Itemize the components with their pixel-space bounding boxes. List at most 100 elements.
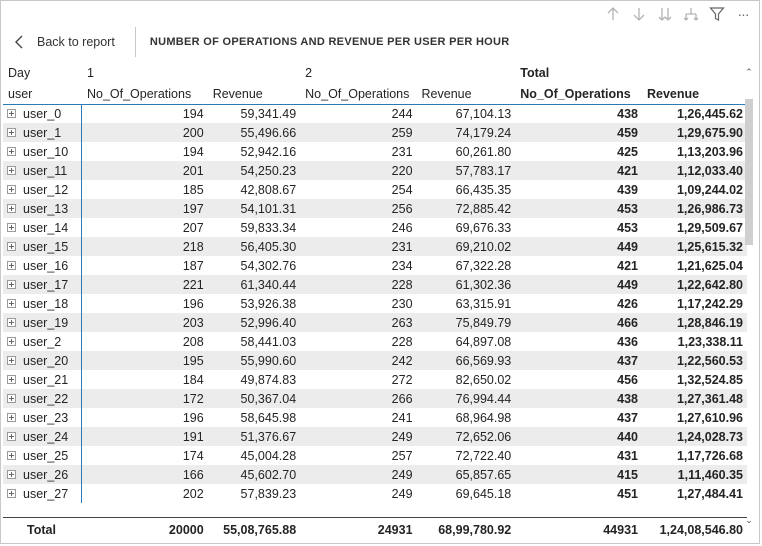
- back-to-report-button[interactable]: Back to report: [13, 27, 115, 57]
- filter-icon[interactable]: [707, 4, 727, 24]
- value-cell: 230: [391, 296, 413, 311]
- row-header-user[interactable]: user_23: [3, 408, 83, 427]
- value-cell: 57,783.17: [416, 161, 516, 180]
- expand-hierarchy-icon[interactable]: [681, 4, 701, 24]
- row-header-user[interactable]: user_18: [3, 294, 83, 313]
- expand-plus-icon[interactable]: [7, 260, 16, 270]
- row-header-user[interactable]: user_21: [3, 370, 83, 389]
- table-row: user_1 200 55,496.66 259 74,179.24 459 1,29,67…: [3, 123, 747, 142]
- header-divider: [134, 27, 136, 57]
- expand-plus-icon[interactable]: [7, 488, 16, 498]
- value-cell: 208: [182, 334, 204, 349]
- user-label: user_16: [23, 258, 69, 273]
- vertical-scrollbar[interactable]: ⌃ ⌄: [745, 67, 753, 525]
- total-value-cell: 1,09,244.02: [676, 182, 743, 197]
- expand-plus-icon[interactable]: [7, 279, 16, 289]
- row-header-user[interactable]: user_27: [3, 484, 83, 503]
- more-options-icon[interactable]: ···: [737, 6, 750, 22]
- total-value-cell: 456: [617, 372, 638, 387]
- value-cell: 53,926.38: [240, 296, 297, 311]
- expand-plus-icon[interactable]: [7, 450, 16, 460]
- row-header-user[interactable]: user_1: [3, 123, 83, 142]
- expand-plus-icon[interactable]: [7, 184, 16, 194]
- total-cell: 20000: [168, 522, 204, 537]
- measure-header-total[interactable]: Revenue: [642, 82, 747, 105]
- expand-plus-icon[interactable]: [7, 374, 16, 384]
- expand-plus-icon[interactable]: [7, 469, 16, 479]
- column-header-day[interactable]: Day: [8, 65, 31, 80]
- arrow-up-icon[interactable]: [603, 4, 623, 24]
- value-cell: 200: [81, 123, 208, 142]
- row-header-user[interactable]: user_0: [3, 104, 83, 123]
- total-label: Total: [27, 522, 56, 537]
- row-header-user[interactable]: user_19: [3, 313, 83, 332]
- expand-plus-icon[interactable]: [7, 298, 16, 308]
- value-cell: 54,302.76: [240, 258, 297, 273]
- table-row: user_17 221 61,340.44 228 61,302.36 449 1,22,6…: [3, 275, 747, 294]
- row-header-user[interactable]: user_17: [3, 275, 83, 294]
- row-header-user[interactable]: user_11: [3, 161, 83, 180]
- row-header-user[interactable]: user_15: [3, 237, 83, 256]
- measure-header[interactable]: No_Of_Operations: [81, 82, 208, 105]
- total-value-cell: 449: [515, 275, 642, 294]
- value-cell: 45,602.70: [207, 465, 301, 484]
- row-header-user[interactable]: user_10: [3, 142, 83, 161]
- row-header-user[interactable]: user_12: [3, 180, 83, 199]
- column-group-header[interactable]: 1: [86, 65, 94, 80]
- expand-plus-icon[interactable]: [7, 241, 16, 251]
- expand-plus-icon[interactable]: [7, 317, 16, 327]
- expand-plus-icon[interactable]: [7, 165, 16, 175]
- value-cell: 234: [391, 258, 413, 273]
- value-cell: 242: [300, 351, 417, 370]
- row-header-user[interactable]: user_16: [3, 256, 83, 275]
- expand-plus-icon[interactable]: [7, 393, 16, 403]
- value-cell: 68,964.98: [455, 410, 512, 425]
- expand-plus-icon[interactable]: [7, 146, 16, 156]
- scroll-down-icon[interactable]: ⌄: [745, 515, 753, 525]
- row-header-user[interactable]: user_26: [3, 465, 83, 484]
- value-cell: 65,857.65: [416, 465, 516, 484]
- total-value-cell: 1,22,642.80: [642, 275, 747, 294]
- measure-header-total[interactable]: No_Of_Operations: [515, 82, 642, 105]
- expand-plus-icon[interactable]: [7, 127, 16, 137]
- column-group-header-total[interactable]: Total: [520, 65, 550, 80]
- row-header-user[interactable]: user_20: [3, 351, 83, 370]
- value-cell: 52,942.16: [240, 144, 297, 159]
- measure-header[interactable]: Revenue: [207, 82, 301, 105]
- table-row: user_16 187 54,302.76 234 67,322.28 421 1,21,6…: [3, 256, 747, 275]
- measure-header[interactable]: Revenue: [416, 82, 516, 105]
- expand-plus-icon[interactable]: [7, 412, 16, 422]
- user-label: user_22: [23, 391, 69, 406]
- double-arrow-down-icon[interactable]: [655, 4, 675, 24]
- value-cell: 61,340.44: [207, 275, 301, 294]
- matrix-table: Day 1 2 Total user No_Of_Operations Reve…: [3, 63, 747, 541]
- expand-plus-icon[interactable]: [7, 431, 16, 441]
- value-cell: 194: [182, 106, 204, 121]
- measure-header[interactable]: No_Of_Operations: [300, 82, 417, 105]
- scrollbar-thumb[interactable]: [745, 99, 753, 245]
- expand-plus-icon[interactable]: [7, 355, 16, 365]
- total-value-cell: 1,27,610.96: [676, 410, 743, 425]
- user-label: user_14: [23, 220, 69, 235]
- value-cell: 55,990.60: [207, 351, 301, 370]
- value-cell: 194: [182, 144, 204, 159]
- value-cell: 191: [81, 427, 208, 446]
- column-header-user[interactable]: user: [3, 82, 82, 105]
- value-cell: 82,650.02: [455, 372, 512, 387]
- row-header-user[interactable]: user_14: [3, 218, 83, 237]
- scroll-up-icon[interactable]: ⌃: [745, 67, 753, 77]
- expand-plus-icon[interactable]: [7, 203, 16, 213]
- value-cell: 174: [182, 448, 204, 463]
- arrow-down-icon[interactable]: [629, 4, 649, 24]
- row-header-user[interactable]: user_24: [3, 427, 83, 446]
- row-header-user[interactable]: user_2: [3, 332, 83, 351]
- row-header-user[interactable]: user_22: [3, 389, 83, 408]
- table-row: user_2 208 58,441.03 228 64,897.08 436 1,23,33…: [3, 332, 747, 351]
- column-group-header[interactable]: 2: [305, 65, 313, 80]
- expand-plus-icon[interactable]: [7, 336, 16, 346]
- expand-plus-icon[interactable]: [7, 108, 16, 118]
- row-header-user[interactable]: user_13: [3, 199, 83, 218]
- row-header-user[interactable]: user_25: [3, 446, 83, 465]
- value-cell: 246: [391, 220, 413, 235]
- expand-plus-icon[interactable]: [7, 222, 16, 232]
